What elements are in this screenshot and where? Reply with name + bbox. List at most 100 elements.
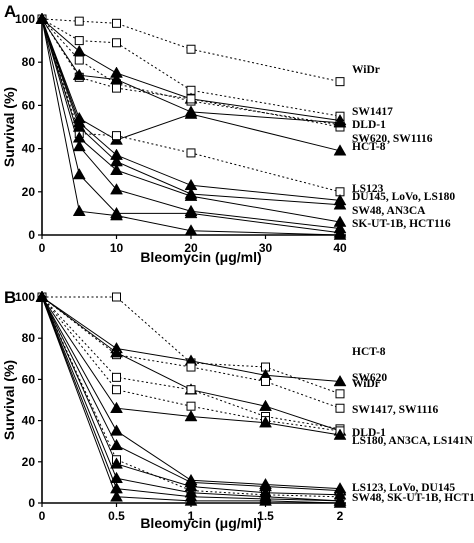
data-point-triangle [72,44,86,57]
data-point-square [74,36,84,46]
data-point-triangle [184,494,198,506]
y-tick-label: 100 [15,12,35,26]
data-point-triangle [184,206,198,219]
panel-b-letter: B [4,288,16,307]
y-tick-label: 20 [22,455,36,469]
data-point-square [112,38,121,48]
data-point-triangle [333,116,347,128]
series-label: DU145, LoVo, LS180 [352,191,455,203]
series-label: HCT-8 [352,141,386,153]
data-point-square [112,292,121,302]
series-line [41,296,341,496]
series-line [41,18,341,152]
series-label: HCT-8 [352,346,386,358]
data-point-square [186,148,196,158]
data-point-triangle [110,183,123,195]
x-tick-label: 0.5 [108,509,125,523]
y-tick-label: 60 [22,98,36,112]
data-point-triangle [333,496,347,508]
x-axis-title: Bleomycin (μg/ml) [140,515,261,531]
y-tick-label: 20 [22,185,36,199]
series-label: WiDr [352,378,380,390]
data-point-triangle [110,209,123,221]
series-label: SW48, AN3CA [352,205,426,217]
y-tick-label: 40 [22,142,36,156]
data-point-triangle [110,401,123,413]
series-line [41,18,341,128]
y-tick-label: 0 [28,228,35,242]
data-point-square [74,55,84,65]
data-point-square [335,389,345,399]
data-point-triangle [72,139,86,152]
series-line [42,296,341,395]
data-point-triangle [184,409,198,422]
data-point-square [112,131,121,141]
series-label: SW620 [352,372,387,384]
data-point-triangle [333,198,347,210]
data-point-triangle [259,494,272,506]
y-axis-title: Survival (%) [1,360,17,440]
data-point-triangle [110,346,123,358]
data-point-square [335,403,345,413]
data-point-triangle [110,438,123,451]
data-point-triangle [333,228,347,240]
x-tick-label: 1 [188,509,195,523]
y-tick-label: 40 [22,414,36,428]
series-line [41,18,341,83]
x-tick-label: 30 [259,241,273,255]
data-point-triangle [333,374,347,387]
series-label: SW48, SK-UT-1B, HCT116 [352,492,474,504]
series-label: SW1417, SW1116 [352,404,439,416]
x-tick-label: 20 [184,241,198,255]
series-label: DLD-1 [352,427,386,439]
data-point-triangle [72,168,86,180]
data-point-triangle [110,163,123,175]
y-tick-label: 80 [22,55,36,69]
panel-b-chart: 0 20 40 60 80 100 0 0.5 1 1.5 2 Bleomycin (μg/ml) Su… [1,290,474,531]
x-tick-label: 1.5 [257,509,274,523]
series-label: WiDr [352,64,380,76]
x-tick-label: 2 [337,509,344,523]
data-point-square [112,385,121,395]
series-label: LS123 [352,183,384,195]
data-point-square [186,385,196,395]
y-axis-title: Survival (%) [1,87,17,167]
data-point-square [261,376,270,386]
data-point-square [186,401,196,411]
x-tick-label: 10 [110,241,124,255]
panel-a-letter: A [4,2,16,21]
data-point-square [186,94,196,104]
data-point-triangle [110,72,123,85]
series-label: SW1417 [352,106,393,118]
data-point-triangle [184,189,198,201]
data-point-triangle [333,144,347,156]
data-point-square [186,44,196,54]
x-tick-label: 0 [39,241,46,255]
data-point-triangle [35,12,49,24]
data-point-square [112,372,121,382]
data-point-triangle [35,290,49,302]
y-tick-label: 100 [15,290,35,304]
data-point-triangle [72,204,86,216]
data-point-triangle [72,68,86,80]
data-point-square [112,18,121,28]
x-tick-label: 0 [39,509,46,523]
data-point-triangle [259,416,272,428]
data-point-square [186,362,196,372]
y-tick-label: 80 [22,331,36,345]
y-tick-label: 60 [22,372,36,386]
x-tick-label: 40 [333,241,347,255]
data-point-triangle [110,457,123,469]
data-point-triangle [110,490,123,502]
series-label: DLD-1 [352,119,386,131]
panel-a-chart: 0 20 40 60 80 100 0 10 20 30 40 Bleomycin (μg/ml) Su… [1,12,455,265]
data-point-triangle [259,399,272,411]
data-point-square [335,77,345,87]
data-point-triangle [110,424,123,436]
data-point-triangle [333,428,347,440]
y-tick-label: 0 [28,496,35,510]
data-point-triangle [184,224,198,236]
data-point-triangle [184,107,198,119]
series-label: SK-UT-1B, HCT116 [352,218,451,230]
